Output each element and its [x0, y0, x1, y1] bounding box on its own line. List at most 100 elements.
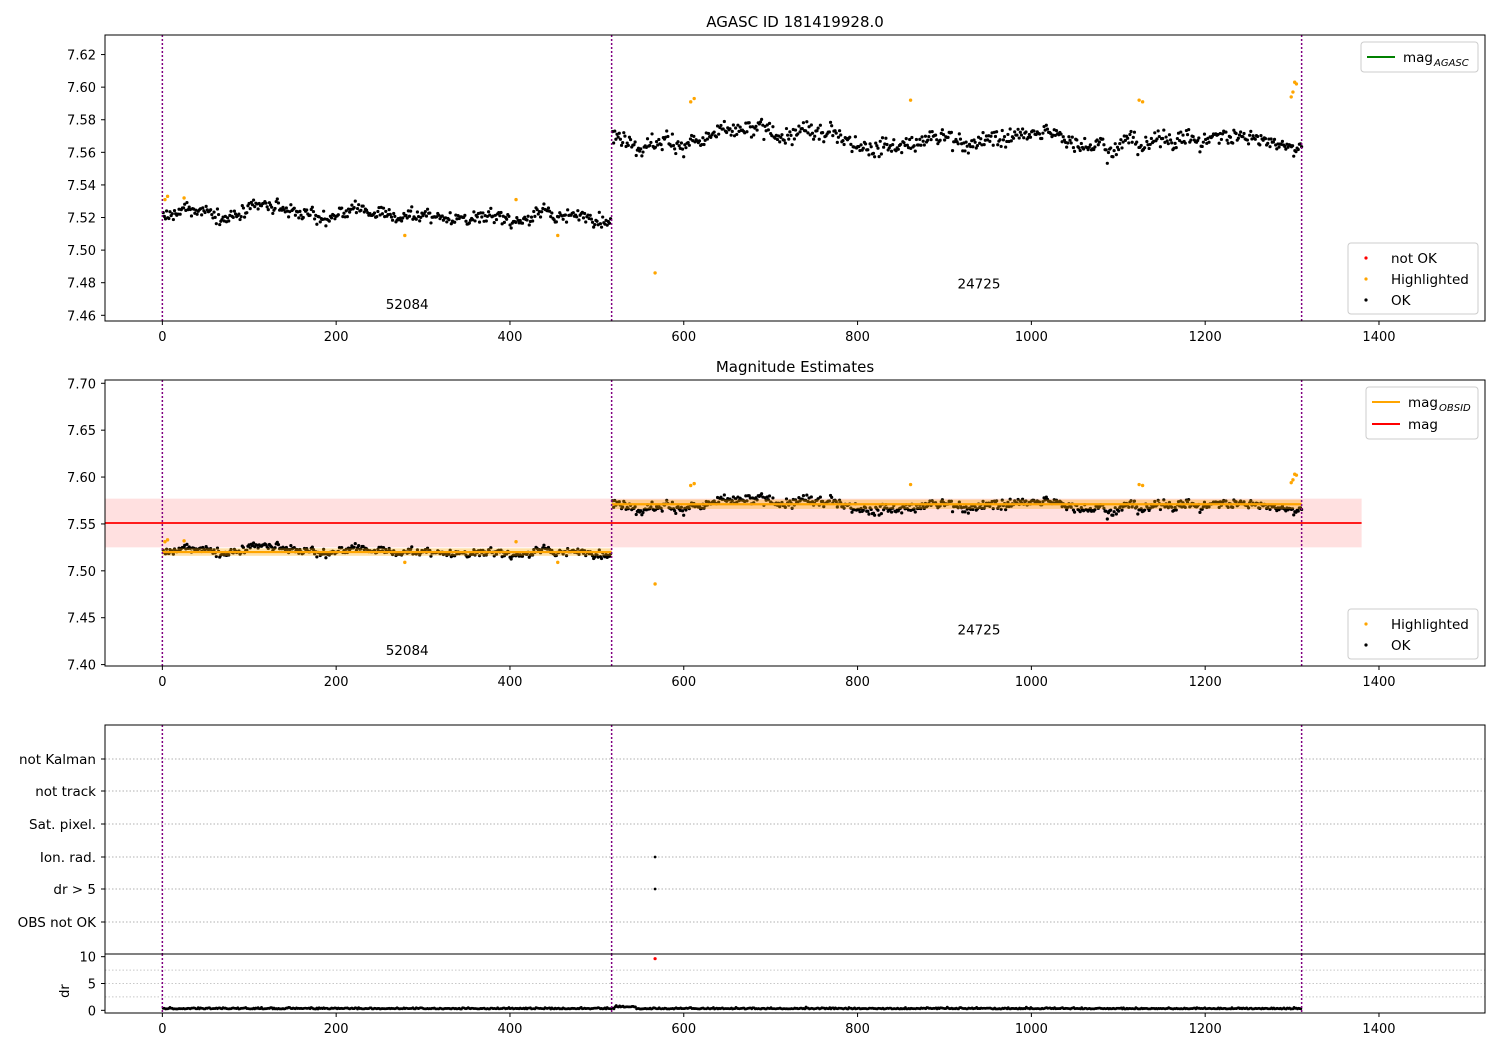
p2-ok-point [1114, 512, 1118, 516]
p1-ok-point [599, 225, 604, 229]
p2-ok-point [597, 548, 601, 552]
p2-highlighted-point [163, 540, 167, 544]
p1-ok-point [350, 203, 354, 207]
p1-ok-point [1153, 131, 1157, 135]
p1-ok-point [492, 220, 496, 225]
p1-ok-point [1149, 136, 1153, 141]
p1-ok-point [712, 130, 716, 134]
p1-ok-point [392, 211, 396, 216]
p1-ok-point [440, 214, 444, 218]
p2-ok-point [1292, 513, 1296, 517]
p1-ok-point [276, 201, 281, 205]
p1-ok-point [1148, 142, 1152, 147]
p2-ok-point [1198, 510, 1202, 514]
p1-ok-point [238, 217, 242, 222]
p2-ok-point [359, 547, 363, 551]
p2-ok-point [822, 504, 826, 509]
p4-xtick-label: 1200 [1189, 1022, 1222, 1037]
p1-ok-point [1101, 137, 1105, 141]
p2-legend-points-box [1347, 608, 1479, 660]
p1-ok-point [1157, 134, 1161, 139]
p1-highlighted-point [556, 233, 560, 238]
p1-ok-point [407, 214, 412, 218]
p2-ok-point [767, 494, 772, 498]
p2-ok-point [1000, 498, 1004, 502]
p1-ok-point [621, 141, 625, 145]
p1-ok-point [1001, 138, 1005, 142]
p1-ytick-label: 7.56 [67, 146, 96, 161]
p1-ok-point [209, 208, 213, 212]
p2-ok-point [1239, 499, 1243, 503]
p1-ok-point [232, 209, 236, 213]
p1-ok-point [653, 145, 658, 149]
p1-ytick-label: 7.52 [67, 212, 96, 227]
p1-ok-point [429, 221, 433, 225]
p1-ok-point [1161, 136, 1165, 141]
p1-ok-point [613, 129, 617, 133]
p1-ok-point [1079, 141, 1083, 146]
p2-ok-point [793, 498, 798, 502]
p2-xtick-label: 400 [498, 675, 523, 690]
p2-xtick-label: 800 [845, 675, 870, 690]
p1-ok-point [598, 222, 603, 226]
p1-ok-point [265, 205, 269, 209]
p1-ok-point [784, 126, 789, 131]
p1-ok-point [1168, 138, 1173, 142]
p1-ok-point [1196, 138, 1200, 143]
p1-ok-point [1135, 140, 1139, 144]
p1-ok-point [1185, 133, 1190, 137]
p1-highlighted-point [1140, 100, 1145, 104]
p1-ok-point [1077, 146, 1081, 150]
p4-xtick-label: 1000 [1015, 1022, 1048, 1037]
p1-highlighted-point [1291, 90, 1295, 94]
p2-ok-point [340, 545, 344, 550]
p2-ok-point [834, 500, 838, 504]
p1-ok-point [419, 215, 423, 219]
p1-ok-point [1166, 142, 1170, 146]
p1-ok-point [1201, 140, 1205, 144]
p1-ok-point [866, 148, 870, 152]
p1-ok-point [489, 206, 493, 210]
p1-ok-point [593, 223, 597, 227]
p2-ok-point [790, 506, 794, 510]
p2-highlighted-point [653, 582, 657, 586]
p2-ok-point [1088, 506, 1092, 511]
p1-ok-point [738, 125, 742, 129]
p2-ok-point [1143, 508, 1147, 512]
p1-ok-point [1246, 142, 1251, 146]
p1-ok-point [284, 206, 288, 210]
p1-ok-point [747, 121, 751, 125]
p1-ok-point [507, 214, 511, 218]
p1-ok-point [1197, 136, 1201, 140]
p1-ok-point [797, 124, 801, 128]
p2-ok-point [1113, 506, 1117, 510]
p1-ok-point [584, 220, 588, 224]
p1-ok-point [520, 221, 525, 225]
p4-xtick-label: 0 [158, 1022, 166, 1037]
p1-ok-point [1097, 140, 1102, 144]
p1-ok-point [985, 138, 990, 142]
p1-ok-point [292, 206, 296, 210]
p1-ok-point [1294, 150, 1298, 154]
p1-ok-point [929, 138, 933, 142]
p1-ok-point [1258, 143, 1262, 147]
p2-ok-point [1004, 508, 1008, 512]
p1-ok-point [1032, 129, 1036, 133]
p2-ok-point [1187, 497, 1191, 502]
p2-ok-point [982, 506, 986, 510]
p2-ok-point [324, 556, 328, 560]
p2-ok-point [1132, 499, 1137, 503]
p1-ok-point [409, 209, 413, 213]
p2-ok-point [377, 545, 381, 549]
p2-ok-point [357, 544, 361, 548]
p1-ok-point [868, 142, 872, 146]
p2-ok-point [649, 505, 653, 509]
p1-ok-point [816, 126, 820, 130]
p1-ok-point [884, 136, 888, 140]
p1-ok-point [867, 153, 871, 157]
p2-ok-point [1093, 507, 1097, 512]
p1-ok-point [1002, 135, 1007, 139]
p1-ok-point [766, 128, 771, 132]
p1-ok-point [229, 209, 233, 213]
p1-ok-point [719, 123, 723, 128]
